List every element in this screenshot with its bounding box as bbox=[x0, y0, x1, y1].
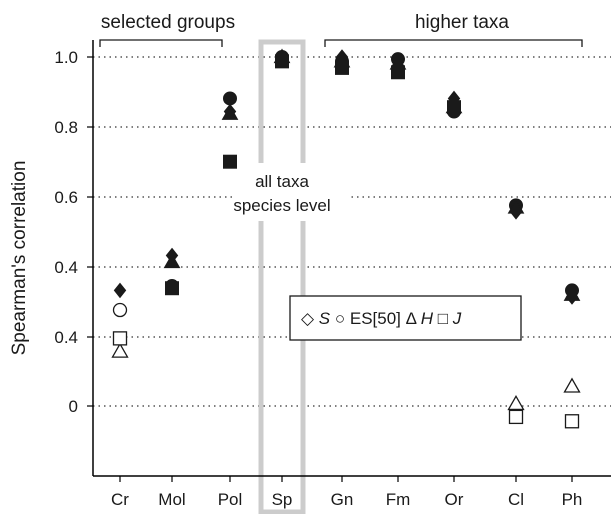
mark-square-filled-mol bbox=[165, 281, 179, 296]
group-label-higher: higher taxa bbox=[415, 12, 509, 33]
x-tick-label-cr: Cr bbox=[111, 490, 129, 509]
marks-layer bbox=[111, 48, 581, 429]
y-tick-label: 0.6 bbox=[54, 188, 78, 207]
legend-label-0: S bbox=[319, 309, 331, 328]
groups-layer: selected groups higher taxa bbox=[99, 12, 583, 47]
x-tick-label-fm: Fm bbox=[386, 490, 411, 509]
highlight-layer: all taxa species level bbox=[233, 39, 348, 514]
grid-layer bbox=[93, 56, 611, 407]
legend-symbol-0: ◇ bbox=[301, 309, 319, 328]
mark-diamond-filled-cr bbox=[113, 282, 127, 299]
y-tick-label: 1.0 bbox=[54, 48, 78, 67]
mark-square-open-cl bbox=[508, 409, 524, 425]
mark-triangle-filled-cl bbox=[507, 198, 525, 214]
legend-label-2: H bbox=[421, 309, 434, 328]
legend-symbol-2: Δ bbox=[401, 309, 421, 328]
x-tick-label-gn: Gn bbox=[331, 490, 354, 509]
y-tick-label: 0.8 bbox=[54, 118, 78, 137]
y-axis-label: Spearman's correlation bbox=[9, 161, 30, 356]
axes-layer: 1.0 0.8 0.6 0.4 0.4 0 Spearman's correlation Cr… bbox=[9, 40, 611, 509]
x-tick-label-mol: Mol bbox=[158, 490, 185, 509]
mark-circle-open-cr bbox=[112, 302, 128, 318]
bracket-higher-taxa bbox=[324, 39, 583, 47]
mark-triangle-filled-mol bbox=[163, 253, 181, 269]
mark-square-filled-pol bbox=[223, 154, 237, 169]
legend-symbol-1: ○ bbox=[330, 309, 350, 328]
legend-label-3: J bbox=[452, 309, 462, 328]
legend-text: ◇ S ○ ES[50] Δ H □ J bbox=[301, 309, 462, 328]
x-tick-label-ph: Ph bbox=[562, 490, 583, 509]
x-tick-label-cl: Cl bbox=[508, 490, 524, 509]
mark-triangle-open-cr bbox=[111, 342, 129, 358]
mark-square-open-cr bbox=[112, 331, 128, 346]
legend-symbol-3: □ bbox=[433, 309, 453, 328]
mark-square-filled-or bbox=[447, 100, 461, 115]
x-tick-label-or: Or bbox=[445, 490, 464, 509]
mark-square-open-ph bbox=[564, 414, 580, 429]
highlight-box bbox=[258, 39, 306, 514]
mark-square-filled-fm bbox=[391, 65, 405, 80]
y-tick-label: 0 bbox=[69, 397, 78, 416]
mark-circle-filled-pol bbox=[223, 91, 237, 106]
bracket-selected-groups bbox=[99, 39, 223, 47]
mark-square-filled-sp bbox=[275, 54, 289, 69]
group-label-selected: selected groups bbox=[101, 12, 235, 33]
y-tick-label: 0.4 bbox=[54, 258, 78, 277]
highlight-label-line2: species level bbox=[233, 196, 330, 215]
y-tick-label: 0.4 bbox=[54, 328, 78, 347]
x-tick-label-sp: Sp bbox=[272, 490, 293, 509]
highlight-label-line1: all taxa bbox=[255, 172, 309, 191]
x-tick-label-pol: Pol bbox=[218, 490, 243, 509]
mark-square-filled-gn bbox=[335, 60, 349, 75]
mark-triangle-open-cl bbox=[507, 395, 525, 411]
mark-triangle-filled-pol bbox=[221, 105, 239, 120]
highlight-label-bg bbox=[236, 163, 348, 221]
legend-layer: ◇ S ○ ES[50] Δ H □ J bbox=[289, 295, 522, 341]
mark-triangle-filled-ph bbox=[563, 286, 581, 301]
legend-label-1: ES[50] bbox=[350, 309, 401, 328]
mark-triangle-open-ph bbox=[563, 377, 581, 393]
legend-box bbox=[289, 295, 522, 341]
